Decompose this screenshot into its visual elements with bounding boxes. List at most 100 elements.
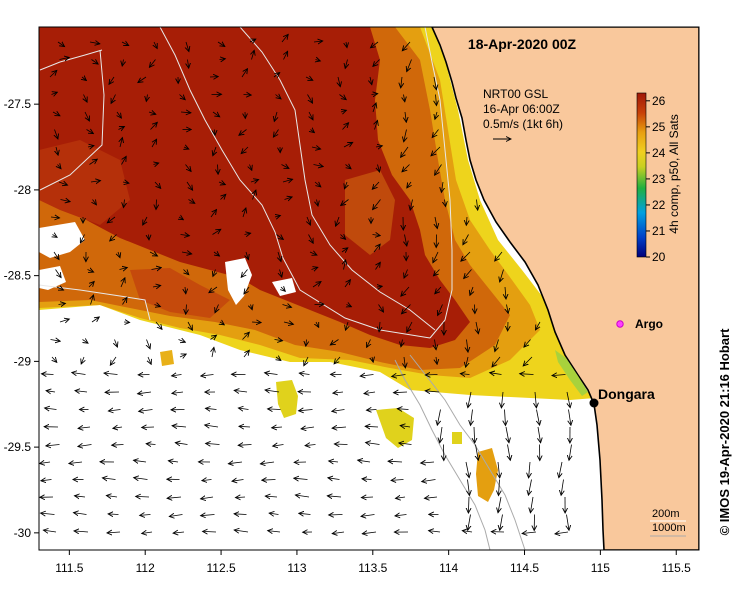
current-vector	[88, 282, 94, 288]
current-vector	[244, 286, 250, 294]
current-vector	[334, 356, 341, 364]
current-vector	[242, 332, 250, 340]
x-tick-label: 113.5	[358, 561, 387, 575]
current-vector	[201, 515, 215, 516]
current-vector	[425, 391, 440, 392]
x-tick-label: 115.5	[662, 561, 691, 575]
current-vector	[523, 356, 533, 366]
x-tick-label: 112	[136, 561, 155, 575]
current-vector	[313, 165, 324, 167]
current-vector	[212, 229, 221, 235]
current-vector	[312, 282, 321, 288]
current-vector	[140, 515, 151, 516]
argo-marker: Argo	[616, 317, 663, 331]
current-vector	[407, 321, 413, 332]
current-vector	[45, 408, 57, 410]
current-vector	[123, 297, 128, 305]
current-vector	[281, 165, 289, 169]
current-vector	[84, 94, 88, 103]
current-vector	[569, 409, 571, 426]
current-vector	[136, 496, 150, 497]
current-vector	[345, 165, 352, 169]
current-vector	[498, 496, 501, 513]
argo-label: Argo	[635, 317, 663, 331]
current-vector	[49, 70, 57, 78]
current-vector	[142, 427, 155, 428]
current-vector	[306, 339, 307, 347]
current-vector	[50, 340, 61, 342]
current-vector	[537, 409, 540, 426]
current-vector	[334, 444, 348, 445]
x-tick-label: 114.5	[510, 561, 539, 575]
current-vector	[274, 340, 283, 341]
patch-orange-1	[476, 448, 498, 502]
current-vector	[87, 270, 94, 273]
current-vector	[332, 532, 345, 534]
current-vector	[154, 41, 157, 49]
current-vector	[89, 159, 98, 165]
current-vector	[244, 233, 251, 234]
current-vector	[366, 443, 380, 445]
current-vector	[188, 200, 195, 204]
current-vector	[188, 59, 189, 69]
current-vector	[341, 110, 346, 112]
current-vector	[466, 216, 467, 225]
coastal-strip	[555, 350, 588, 396]
current-vector	[373, 103, 376, 113]
y-tick-label: -29.5	[4, 440, 32, 454]
current-vector	[433, 251, 439, 263]
colorbar-tick-label: 26	[652, 94, 666, 108]
current-vector	[86, 130, 94, 134]
current-vector	[569, 444, 572, 461]
current-vector	[401, 286, 410, 296]
current-vector	[58, 165, 62, 169]
current-vector	[341, 199, 349, 206]
current-vector	[118, 127, 125, 130]
current-vector	[148, 112, 156, 114]
y-axis: -27.5 -28 -28.5 -29 -29.5 -30	[4, 97, 39, 540]
current-vector	[155, 321, 162, 329]
current-vector	[567, 514, 570, 531]
current-vector	[268, 531, 281, 532]
current-vector	[121, 42, 129, 46]
current-vector	[57, 42, 65, 47]
colorbar-tick-label: 21	[652, 224, 666, 238]
current-vector	[203, 531, 217, 532]
current-vector	[218, 182, 225, 185]
current-legend-line3: 0.5m/s (1kt 6h)	[483, 117, 563, 131]
current-vector	[327, 496, 342, 497]
current-vector	[213, 269, 216, 277]
current-vector	[275, 95, 282, 99]
current-vector	[53, 235, 58, 238]
current-vector	[344, 260, 346, 270]
current-vector	[362, 532, 377, 534]
current-vector	[59, 57, 70, 59]
depth-1000m-label: 1000m	[652, 522, 686, 534]
y-tick-label: -28.5	[4, 269, 32, 283]
current-vector	[120, 138, 122, 148]
current-vector	[343, 142, 353, 148]
current-vector	[434, 76, 436, 90]
current-vector	[329, 461, 339, 462]
current-vector	[395, 515, 407, 516]
current-vector	[51, 92, 58, 94]
current-vector	[262, 480, 276, 481]
current-vector	[149, 59, 156, 68]
current-vector	[53, 251, 59, 260]
current-vector	[46, 445, 60, 446]
current-vector	[358, 460, 371, 462]
current-vectors	[40, 34, 572, 534]
current-vector	[80, 234, 84, 243]
current-vector	[150, 122, 158, 130]
current-vector	[278, 251, 281, 262]
current-vector	[372, 235, 381, 236]
current-vector	[307, 94, 313, 104]
current-vector	[282, 305, 292, 308]
current-vector	[179, 354, 186, 357]
current-vector	[107, 216, 116, 223]
current-vector	[209, 286, 218, 293]
current-vector	[346, 321, 349, 330]
current-vector	[180, 235, 190, 236]
plot-frame	[38, 26, 700, 551]
